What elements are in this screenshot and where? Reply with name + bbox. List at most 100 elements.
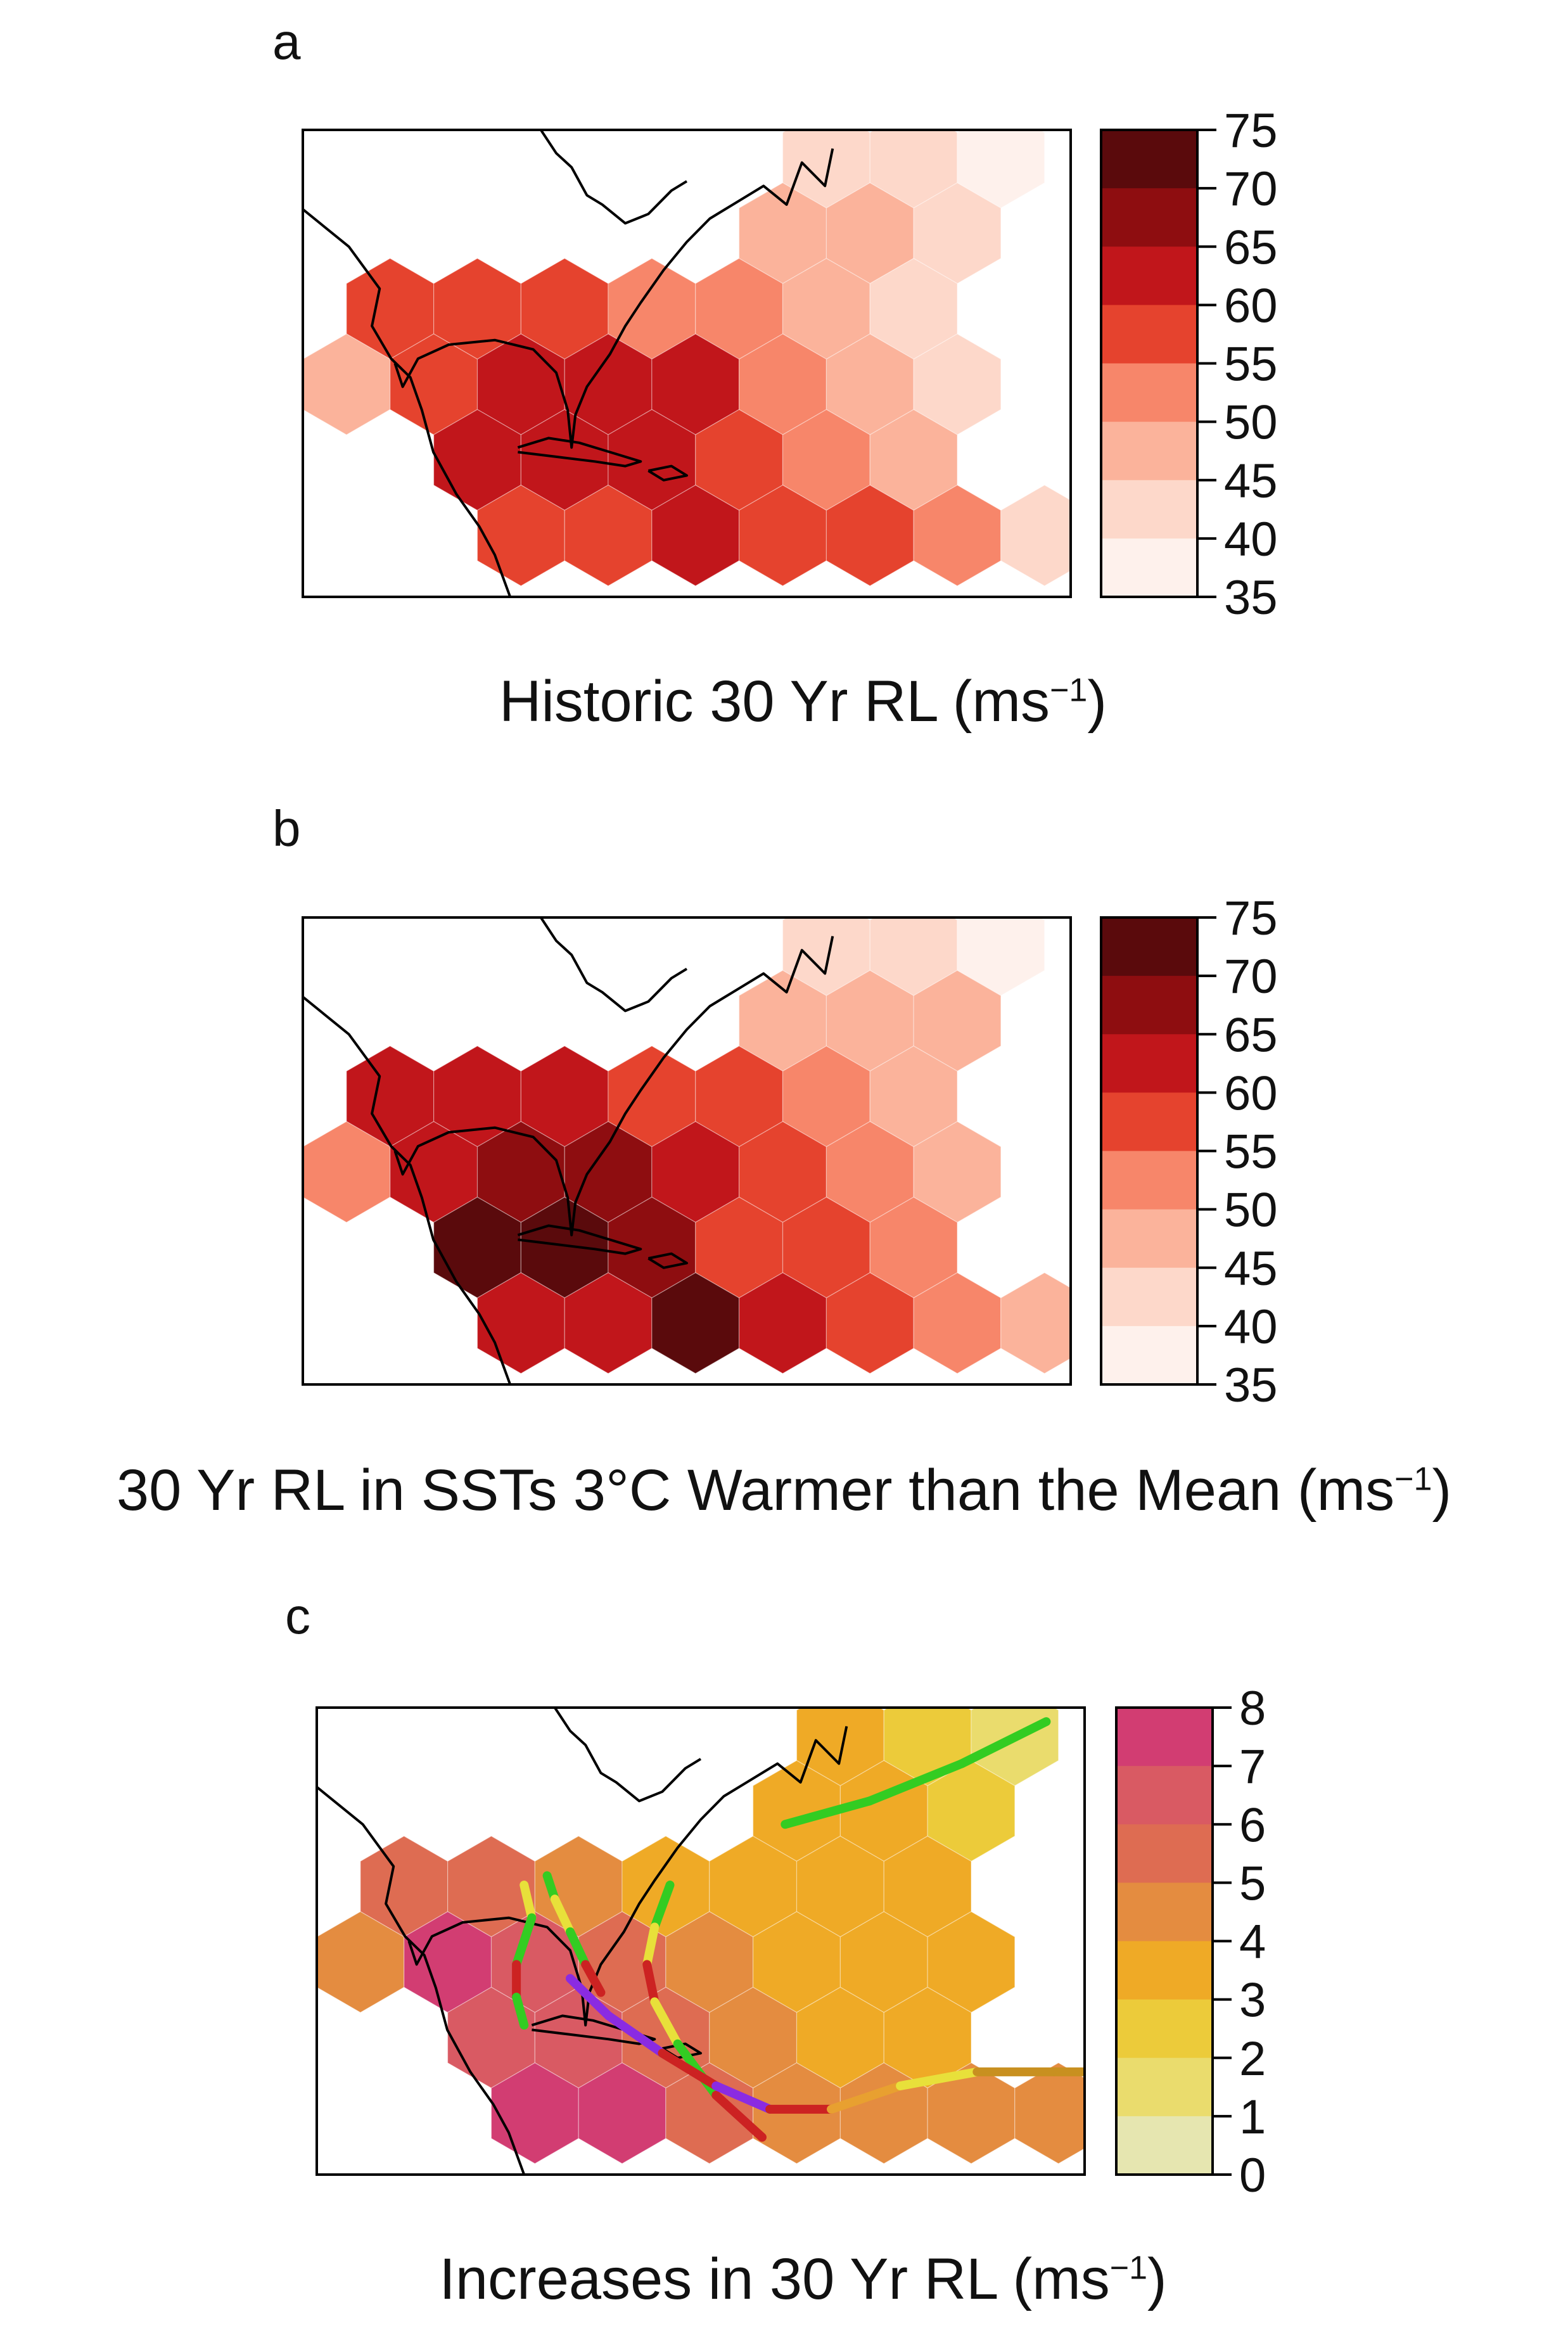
panel-c-caption-end: )	[1147, 2247, 1167, 2311]
panel-c-legend-label-2: 6	[1239, 1798, 1266, 1852]
hurricane-track-2-seg-2	[642, 1960, 660, 2007]
hurricane-track-3-seg-0	[565, 1974, 613, 2021]
hurricane-track-2-seg-3	[650, 1997, 682, 2048]
panel-a-legend-label-0: 75	[1224, 104, 1278, 158]
panel-a-island-hispaniola	[647, 464, 688, 482]
panel-a-legend-label-5: 50	[1224, 396, 1278, 450]
panel-c-legend-label-0: 8	[1239, 1682, 1266, 1735]
hurricane-track-4-seg-1	[865, 1759, 967, 1806]
panel-a-legend-swatch-5	[1101, 421, 1197, 481]
hurricane-track-0-seg-2	[565, 1927, 590, 1969]
panel-b-island-cuba	[517, 1224, 642, 1255]
panel-b-caption-sup: −1	[1394, 1460, 1432, 1498]
panel-b-legend-swatch-1	[1101, 976, 1197, 1035]
panel-c-letter: c	[285, 1588, 310, 1644]
panel-c-coastline-west	[317, 1786, 526, 2175]
panel-a-legend-swatch-6	[1101, 480, 1197, 539]
panel-b-legend-swatch-0	[1101, 917, 1197, 976]
hurricane-track-3-seg-2	[658, 2048, 721, 2090]
panel-b-legend-swatch-2	[1101, 1034, 1197, 1093]
panel-a-caption-end: )	[1087, 669, 1107, 734]
panel-b-legend-label-0: 75	[1224, 892, 1278, 945]
panel-a-legend-swatch-0	[1101, 130, 1197, 189]
panel-c-legend-label-4: 4	[1239, 1915, 1266, 1969]
hurricane-track-1-seg-0	[519, 1881, 537, 1922]
panel-b-legend-label-7: 40	[1224, 1300, 1278, 1354]
panel-c-legend-swatch-4	[1116, 1941, 1213, 2000]
panel-b-island-hispaniola	[647, 1252, 688, 1269]
panel-b-legend-label-5: 50	[1224, 1184, 1278, 1237]
panel-a-legend-swatch-4	[1101, 363, 1197, 423]
panel-b-letter: b	[272, 800, 301, 857]
panel-b-legend-label-8: 35	[1224, 1358, 1278, 1412]
panel-b-coastline-gulf-atlantic	[393, 936, 834, 1237]
panel-a-caption: Historic 30 Yr RL (ms−1)	[0, 668, 1568, 735]
panel-c-legend-label-3: 5	[1239, 1857, 1266, 1910]
panel-b-legend-label-1: 70	[1224, 950, 1278, 1004]
panel-a-map	[303, 130, 1071, 597]
panel-b-map	[303, 917, 1071, 1384]
panel-c-hex-5-8	[1014, 2062, 1085, 2164]
panel-c-great-lakes	[554, 1708, 702, 1803]
panel-a-legend-label-7: 40	[1224, 513, 1278, 566]
hurricane-track-1-seg-1	[512, 1913, 537, 1969]
panel-c-legend-swatch-7	[1116, 2116, 1213, 2175]
hurricane-track-2-seg-5	[711, 2090, 767, 2142]
panel-c-legend-label-7: 1	[1239, 2090, 1266, 2144]
panel-b-legend-swatch-4	[1101, 1151, 1197, 1210]
panel-b-map-frame	[302, 916, 1072, 1386]
panel-a-legend-label-1: 70	[1224, 162, 1278, 216]
hurricane-track-2-seg-1	[642, 1922, 660, 1969]
panel-b-great-lakes	[540, 917, 688, 1013]
hurricane-track-1-seg-3	[512, 1992, 529, 2030]
panel-b-legend-label-4: 55	[1224, 1125, 1278, 1179]
panel-a-legend-swatch-7	[1101, 538, 1197, 598]
panel-c-legend-label-6: 2	[1239, 2032, 1266, 2086]
panel-c-legend-label-5: 3	[1239, 1974, 1266, 2028]
panel-a-legend-swatch-3	[1101, 305, 1197, 364]
panel-a-legend-swatch-1	[1101, 188, 1197, 247]
panel-b-legend-swatch-6	[1101, 1267, 1197, 1327]
panel-b-hex-5-8	[1000, 1272, 1071, 1374]
hurricane-track-2-seg-0	[650, 1881, 675, 1932]
panel-b-legend-swatch-5	[1101, 1209, 1197, 1269]
panel-c-legend-swatch-5	[1116, 1999, 1213, 2059]
panel-a-map-frame	[302, 129, 1072, 598]
hurricane-track-0-seg-1	[550, 1895, 575, 1936]
panel-b-legend-label-2: 65	[1224, 1008, 1278, 1062]
panel-a-legend-label-6: 45	[1224, 454, 1278, 508]
panel-c-coastline-gulf-atlantic	[407, 1726, 848, 2027]
panel-a-coastline-gulf-atlantic	[393, 148, 834, 449]
panel-c-map-frame	[316, 1706, 1086, 2176]
hurricane-track-4-seg-2	[957, 1717, 1051, 1768]
hurricane-track-3-seg-6	[896, 2067, 982, 2090]
panel-a-legend-label-3: 60	[1224, 279, 1278, 333]
panel-b-coastline-west	[303, 995, 512, 1384]
panel-a-legend-swatch-2	[1101, 246, 1197, 305]
panel-c-legend-swatch-0	[1116, 1708, 1213, 1767]
panel-a-island-cuba	[517, 437, 642, 468]
hurricane-track-3-seg-1	[604, 2011, 667, 2058]
hurricane-track-4-seg-0	[781, 1796, 874, 1829]
panel-b-legend-label-3: 60	[1224, 1066, 1278, 1120]
panel-c-caption: Increases in 30 Yr RL (ms−1)	[0, 2246, 1568, 2313]
panel-a-hex-5-8	[1000, 484, 1071, 587]
panel-b-caption: 30 Yr RL in SSTs 3°C Warmer than the Mea…	[0, 1457, 1568, 1524]
panel-c-caption-text: Increases in 30 Yr RL (ms	[439, 2247, 1110, 2311]
hurricane-track-3-seg-3	[711, 2081, 775, 2114]
panel-c-island-cuba	[531, 2014, 656, 2045]
panel-a-legend-label-4: 55	[1224, 338, 1278, 392]
hurricane-track-0-seg-3	[581, 1960, 606, 1997]
panel-b-legend-swatch-3	[1101, 1092, 1197, 1151]
panel-a-legend-label-8: 35	[1224, 571, 1278, 625]
panel-a-caption-sup: −1	[1050, 672, 1088, 709]
panel-a-great-lakes	[540, 130, 688, 225]
hurricane-track-3-seg-5	[827, 2081, 905, 2114]
panel-c-legend-swatch-3	[1116, 1882, 1213, 1941]
panel-c-legend-swatch-2	[1116, 1824, 1213, 1883]
